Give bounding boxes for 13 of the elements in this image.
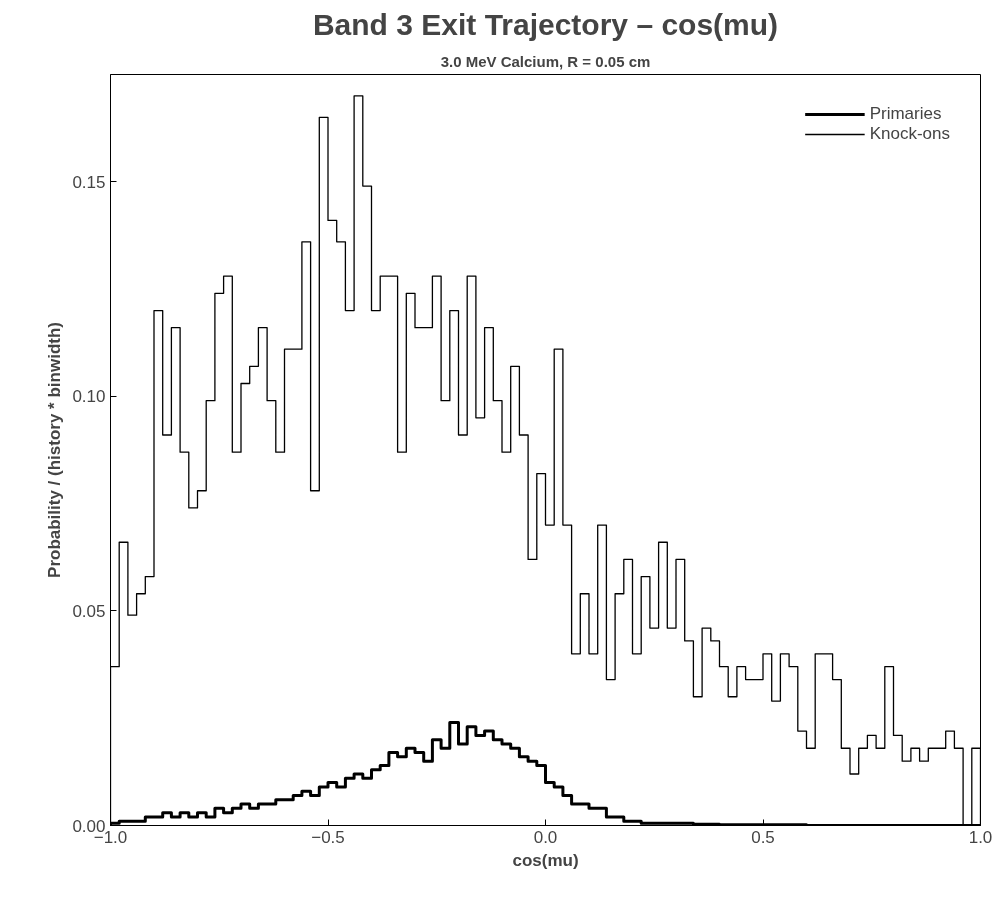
x-tick-label: −0.5 bbox=[311, 827, 345, 847]
x-tick-label: 1.0 bbox=[968, 827, 993, 847]
x-axis-title: cos(mu) bbox=[512, 850, 579, 870]
y-tick-label: 0.10 bbox=[72, 387, 106, 407]
y-tick-label: 0.05 bbox=[72, 601, 106, 621]
y-axis-title: Probability / (history * binwidth) bbox=[45, 322, 65, 578]
x-tick-label: 0.0 bbox=[533, 827, 558, 847]
chart-title: Band 3 Exit Trajectory – cos(mu) bbox=[312, 7, 779, 41]
y-tick-label: 0.15 bbox=[72, 172, 106, 192]
legend-label: Primaries bbox=[869, 104, 942, 124]
legend-label: Knock-ons bbox=[869, 124, 950, 144]
chart-subtitle: 3.0 MeV Calcium, R = 0.05 cm bbox=[440, 52, 651, 70]
x-tick-label: 0.5 bbox=[751, 827, 775, 847]
